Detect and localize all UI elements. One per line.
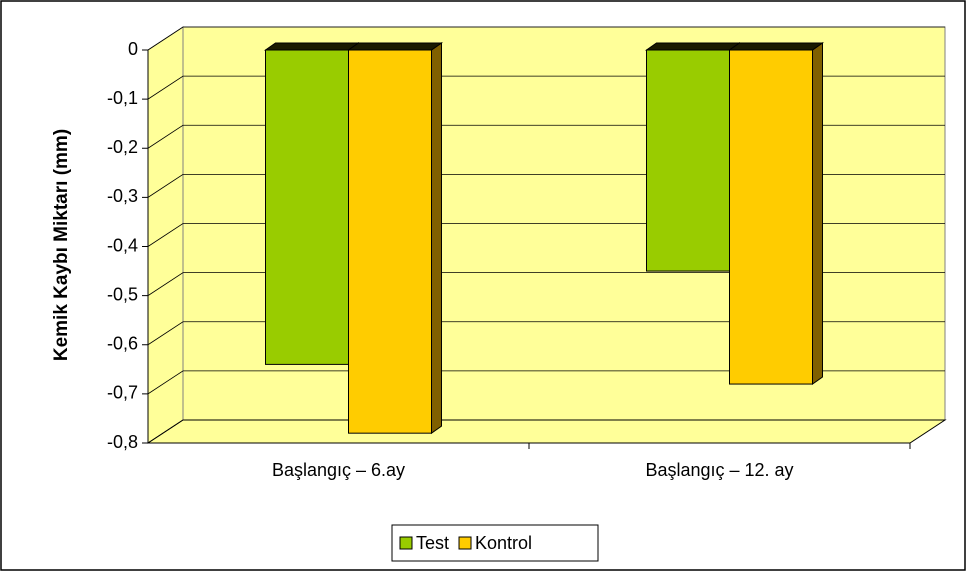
- grid-line: [147, 370, 945, 395]
- bar-side: [812, 42, 823, 386]
- grid-line: [147, 321, 945, 346]
- bar: [727, 42, 825, 386]
- legend-box: [391, 524, 599, 562]
- y-tick-label: -0,7: [107, 383, 138, 403]
- bar-front: [265, 49, 349, 365]
- bar-front: [646, 49, 730, 272]
- bar-top: [263, 42, 361, 51]
- bar-top: [727, 42, 825, 51]
- grid-line: [147, 419, 945, 444]
- grid-line: [147, 26, 945, 51]
- y-tick-label: -0,3: [107, 186, 138, 206]
- floor: [146, 419, 947, 444]
- y-tick-label: -0,5: [107, 284, 138, 304]
- bar: [263, 42, 361, 366]
- legend-label: Kontrol: [475, 533, 532, 553]
- grid-line: [147, 272, 945, 296]
- y-tick-label: -0,8: [107, 432, 138, 452]
- x-tick-label: Başlangıç – 12. ay: [645, 460, 793, 480]
- x-tick-label: Başlangıç – 6.ay: [272, 460, 405, 480]
- legend-swatch: [458, 536, 472, 550]
- y-tick-label: -0,2: [107, 137, 138, 157]
- y-tick-label: 0: [128, 39, 138, 59]
- legend: Test Kontrol: [391, 524, 599, 562]
- y-axis-label: Kemik Kaybı Miktarı (mm): [51, 129, 72, 361]
- legend-label: Test: [416, 533, 449, 553]
- legend-swatch: [399, 536, 413, 550]
- bar-top: [346, 42, 444, 51]
- bar-top: [644, 42, 742, 51]
- bar-front: [348, 49, 432, 434]
- y-tick-label: -0,4: [107, 235, 138, 255]
- bar-front: [729, 49, 813, 385]
- bar: [346, 42, 444, 435]
- y-tick-label: -0,6: [107, 334, 138, 354]
- y-tick-label: -0,1: [107, 88, 138, 108]
- bar-side: [431, 42, 442, 435]
- bar: [644, 42, 742, 273]
